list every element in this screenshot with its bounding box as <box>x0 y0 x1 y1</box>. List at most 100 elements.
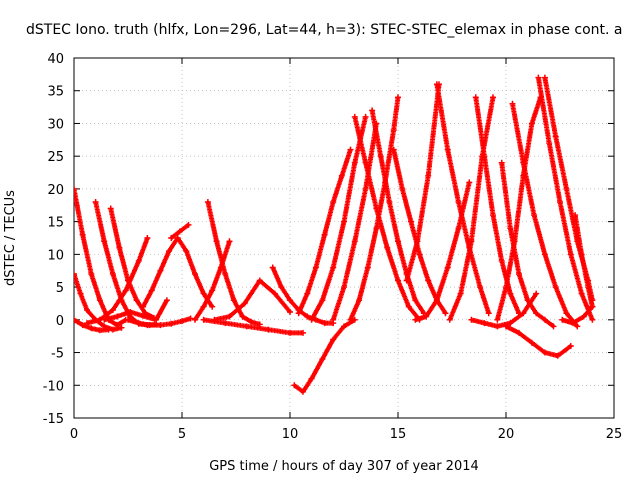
data-point <box>390 146 397 153</box>
data-point <box>541 251 548 258</box>
y-tick-label: 15 <box>47 216 64 231</box>
y-tick-label: 10 <box>47 248 64 263</box>
data-point <box>79 322 86 329</box>
x-tick-label: 15 <box>390 427 407 442</box>
data-point <box>226 238 233 245</box>
series-23 <box>403 81 442 284</box>
data-point <box>384 244 391 251</box>
series-marks <box>447 94 496 323</box>
data-point <box>412 297 419 304</box>
data-point <box>395 94 401 101</box>
data-point <box>567 251 574 258</box>
data-point <box>174 235 181 241</box>
data-point <box>535 74 542 81</box>
data-point <box>433 297 440 304</box>
data-point <box>559 316 566 323</box>
data-point <box>157 322 164 329</box>
series-27 <box>472 94 522 317</box>
data-point <box>490 94 496 101</box>
data-point <box>287 309 293 315</box>
data-point <box>185 221 192 228</box>
data-point <box>541 316 548 323</box>
data-point <box>578 251 585 258</box>
data-point <box>507 290 514 297</box>
data-point <box>347 316 354 323</box>
data-point <box>516 271 522 277</box>
data-point <box>84 320 90 327</box>
y-axis-title: dSTEC / TECUs <box>3 190 18 286</box>
data-point <box>405 303 412 310</box>
data-point <box>557 199 563 205</box>
data-point <box>192 271 198 277</box>
data-point <box>200 290 207 297</box>
data-point <box>580 313 587 320</box>
data-point <box>200 303 207 310</box>
data-point <box>528 120 535 127</box>
data-point <box>109 307 116 313</box>
series-25 <box>412 179 473 323</box>
data-point <box>118 324 125 331</box>
data-point <box>444 264 451 271</box>
data-point <box>466 179 473 186</box>
data-point <box>457 290 464 297</box>
data-point <box>416 251 423 258</box>
data-point <box>308 316 315 323</box>
data-point <box>135 257 142 264</box>
data-point <box>455 225 462 232</box>
data-point <box>356 297 363 304</box>
data-point <box>88 325 95 332</box>
series-2 <box>74 316 112 334</box>
data-point <box>140 303 147 310</box>
data-point <box>341 323 347 330</box>
data-point <box>533 310 540 317</box>
data-point <box>319 297 326 304</box>
data-point <box>552 284 559 291</box>
data-point <box>362 159 369 166</box>
data-point <box>414 238 421 245</box>
data-point <box>386 199 393 205</box>
data-point <box>239 313 246 320</box>
data-point <box>291 382 298 389</box>
data-point <box>552 133 559 140</box>
data-point <box>133 297 140 304</box>
data-point <box>287 329 293 336</box>
data-point <box>520 310 527 317</box>
axis-ticks: 0 5 10 15 20 25 -15 -10 -5 0 5 10 15 20 25 30 35 40 <box>43 52 623 442</box>
series-5 <box>84 235 151 327</box>
data-point <box>209 303 216 310</box>
data-point <box>222 320 229 327</box>
data-point <box>444 146 451 153</box>
data-point <box>256 321 263 328</box>
data-point <box>546 140 553 147</box>
series-marks <box>205 199 263 327</box>
data-point <box>446 316 453 323</box>
data-point <box>472 94 479 101</box>
series-6 <box>125 315 194 329</box>
series-7 <box>101 297 170 323</box>
series-26 <box>446 94 496 323</box>
data-point <box>209 287 216 294</box>
grid-lines <box>74 58 614 418</box>
data-point <box>144 235 151 241</box>
data-point <box>330 199 337 205</box>
data-point <box>341 218 347 225</box>
data-point <box>563 310 570 317</box>
data-point <box>77 290 84 297</box>
data-point <box>373 205 380 212</box>
data-point <box>351 238 358 245</box>
data-point <box>114 313 121 320</box>
data-point <box>265 326 272 333</box>
x-tick-label: 25 <box>606 427 623 442</box>
data-point <box>84 307 90 313</box>
data-point <box>494 316 501 323</box>
data-point <box>304 313 311 320</box>
data-point <box>338 172 345 179</box>
data-point <box>148 287 155 294</box>
data-point <box>498 159 505 166</box>
data-point <box>96 327 103 334</box>
data-point <box>533 290 540 297</box>
data-point <box>509 100 516 107</box>
data-point <box>373 225 380 232</box>
data-point <box>425 172 432 179</box>
